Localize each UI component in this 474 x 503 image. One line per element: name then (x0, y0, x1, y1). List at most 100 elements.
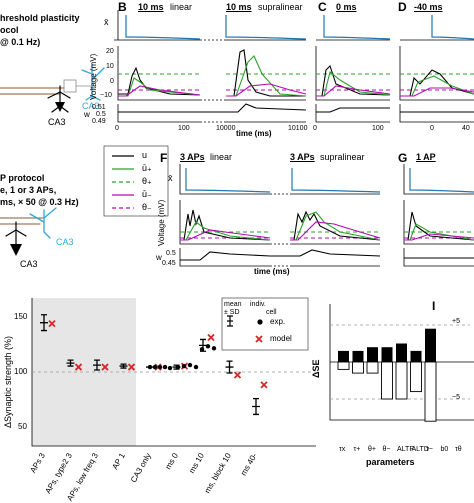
panel-b-left-label: 10 ms (138, 2, 164, 12)
panel-h-legend (221, 297, 309, 351)
panel-b-xtick-10100: 10100 (288, 125, 308, 132)
trace-xbar-b-left (125, 15, 201, 40)
legend-cell: cell (266, 309, 277, 316)
legend-label-0: u (142, 150, 148, 160)
trace-u-b-left (118, 66, 201, 96)
panel-b-w-label: w (84, 110, 90, 119)
bar-negative-0 (337, 361, 350, 370)
panel-f-right-label: 3 APs (290, 152, 315, 162)
panel-letter-d: D (398, 0, 407, 14)
ca3-blue-label-top: CA3 (82, 101, 100, 111)
legend-exp: exp. (270, 317, 286, 326)
panel-b-ylabel: Voltage (mV) (89, 53, 98, 100)
param-label-2: θ+ (368, 446, 376, 453)
panel-h-tick-100: 100 (14, 367, 28, 376)
indiv-cell-dot-4 (167, 365, 173, 371)
panel-letter-f: F (160, 151, 168, 165)
panel-b-xlabel: time (ms) (236, 129, 272, 138)
panel-f-left-label: 3 APs (180, 152, 205, 162)
panel-b (114, 10, 307, 123)
legend-label-3: ū₋ (142, 189, 152, 199)
panel-d-label: -40 ms (414, 2, 443, 12)
bar-positive-0 (338, 350, 349, 362)
axon-brown-top (0, 87, 65, 95)
panel-d-xtick-0: 0 (430, 125, 434, 132)
panel-h-marks (40, 314, 268, 416)
soma-top (55, 102, 65, 112)
indiv-cell-dot-3 (162, 364, 168, 370)
param-label-7: b0 (440, 446, 449, 453)
figure-canvas (0, 10, 474, 447)
bar-negative-2 (366, 361, 379, 374)
indiv-cell-dot-10 (205, 344, 211, 349)
legend-model: model (270, 334, 292, 343)
panel-i-reference-lines (330, 324, 470, 400)
exp-errorbar-8 (252, 397, 260, 416)
ca3-blue-neuron-bottom (29, 207, 57, 239)
trace-uplus-b-right (226, 55, 307, 97)
protocol-top-line2: ocol (0, 25, 19, 35)
trace-w-b (118, 103, 307, 113)
indiv-cell-dot-11 (211, 346, 217, 351)
panel-b-xtick-100: 100 (178, 125, 190, 132)
bar-positive-1 (352, 350, 364, 362)
model-cross-2 (101, 363, 109, 371)
neuron-diagram-top (0, 63, 105, 113)
legend-indiv: indiv. (250, 301, 266, 308)
soma-bottom (10, 244, 22, 256)
model-cross-3 (127, 363, 136, 371)
param-label-4: ALTP (397, 446, 414, 453)
panel-b-right-label: 10 ms (226, 2, 252, 12)
protocol-top-line3: @ 0.1 Hz) (0, 37, 41, 47)
protocol-bottom-line2: e, 1 or 3 APs, (0, 185, 57, 195)
panel-b-wtick-049: 0.49 (92, 118, 106, 125)
panel-c-xtick-100: 100 (372, 125, 384, 132)
exp-errorbar-0 (40, 314, 48, 332)
protocol-bottom-line1: P protocol (0, 173, 45, 183)
bar-negative-5 (410, 361, 422, 393)
ca3-black-neuron-bottom (5, 221, 27, 249)
panel-b-tick-0: 0 (110, 78, 114, 85)
panel-i-ref-top: +5 (452, 318, 460, 325)
exp-errorbar-6 (199, 338, 207, 352)
panel-b-tick-20: 20 (106, 48, 114, 55)
bar-positive-6 (425, 328, 436, 362)
bar-positive-4 (396, 343, 407, 362)
panel-b-xbar-label: x̄ (104, 17, 109, 27)
panel-f-left-type: linear (210, 152, 233, 162)
indiv-cell-dot-5 (175, 364, 181, 370)
bar-negative-6 (424, 361, 437, 422)
panel-i-ylabel: ΔSE (311, 359, 321, 378)
panel-letter-c: C (318, 0, 327, 14)
panel-f-xbar-label: x̄ (168, 173, 173, 183)
indiv-cell-dot-2 (157, 364, 163, 370)
panel-letter-i: I (432, 299, 436, 313)
panel-f-right-type: supralinear (320, 152, 365, 162)
panel-b-wtick-051: 0.51 (92, 104, 106, 111)
panel-b-xtick-10000: 10000 (216, 125, 236, 132)
recording-box-top (63, 79, 97, 93)
ca3-black-label-top: CA3 (48, 117, 66, 127)
panel-g-label: 1 AP (416, 152, 436, 162)
legend-errorbar-icon (227, 315, 233, 327)
protocol-top-line1: hreshold plasticity (0, 13, 80, 23)
model-cross-8 (260, 381, 268, 389)
panel-i-ref-bottom: −5 (452, 394, 460, 401)
ca3-blue-neuron-top (81, 63, 105, 101)
legend-model-cross (255, 335, 263, 343)
legend-label-2: θ₊ (142, 176, 152, 186)
ca3-blue-label-bottom: CA3 (56, 237, 74, 247)
panel-f-wtick-05: 0.5 (166, 250, 176, 257)
legend-label-1: ū₊ (142, 163, 152, 173)
panel-b-xtick-0: 0 (115, 125, 119, 132)
panel-i-marks (337, 328, 437, 422)
indiv-cell-dot-9 (199, 347, 205, 352)
param-label-0: τx (339, 446, 346, 453)
panel-letter-b: B (118, 0, 127, 14)
model-cross-7 (233, 371, 242, 379)
bar-negative-3 (381, 361, 393, 400)
param-label-8: τθ (455, 446, 462, 453)
param-label-3: θ− (382, 446, 391, 453)
panel-b-tick-10: 10 (106, 63, 114, 70)
exp-errorbar-7 (225, 360, 234, 374)
